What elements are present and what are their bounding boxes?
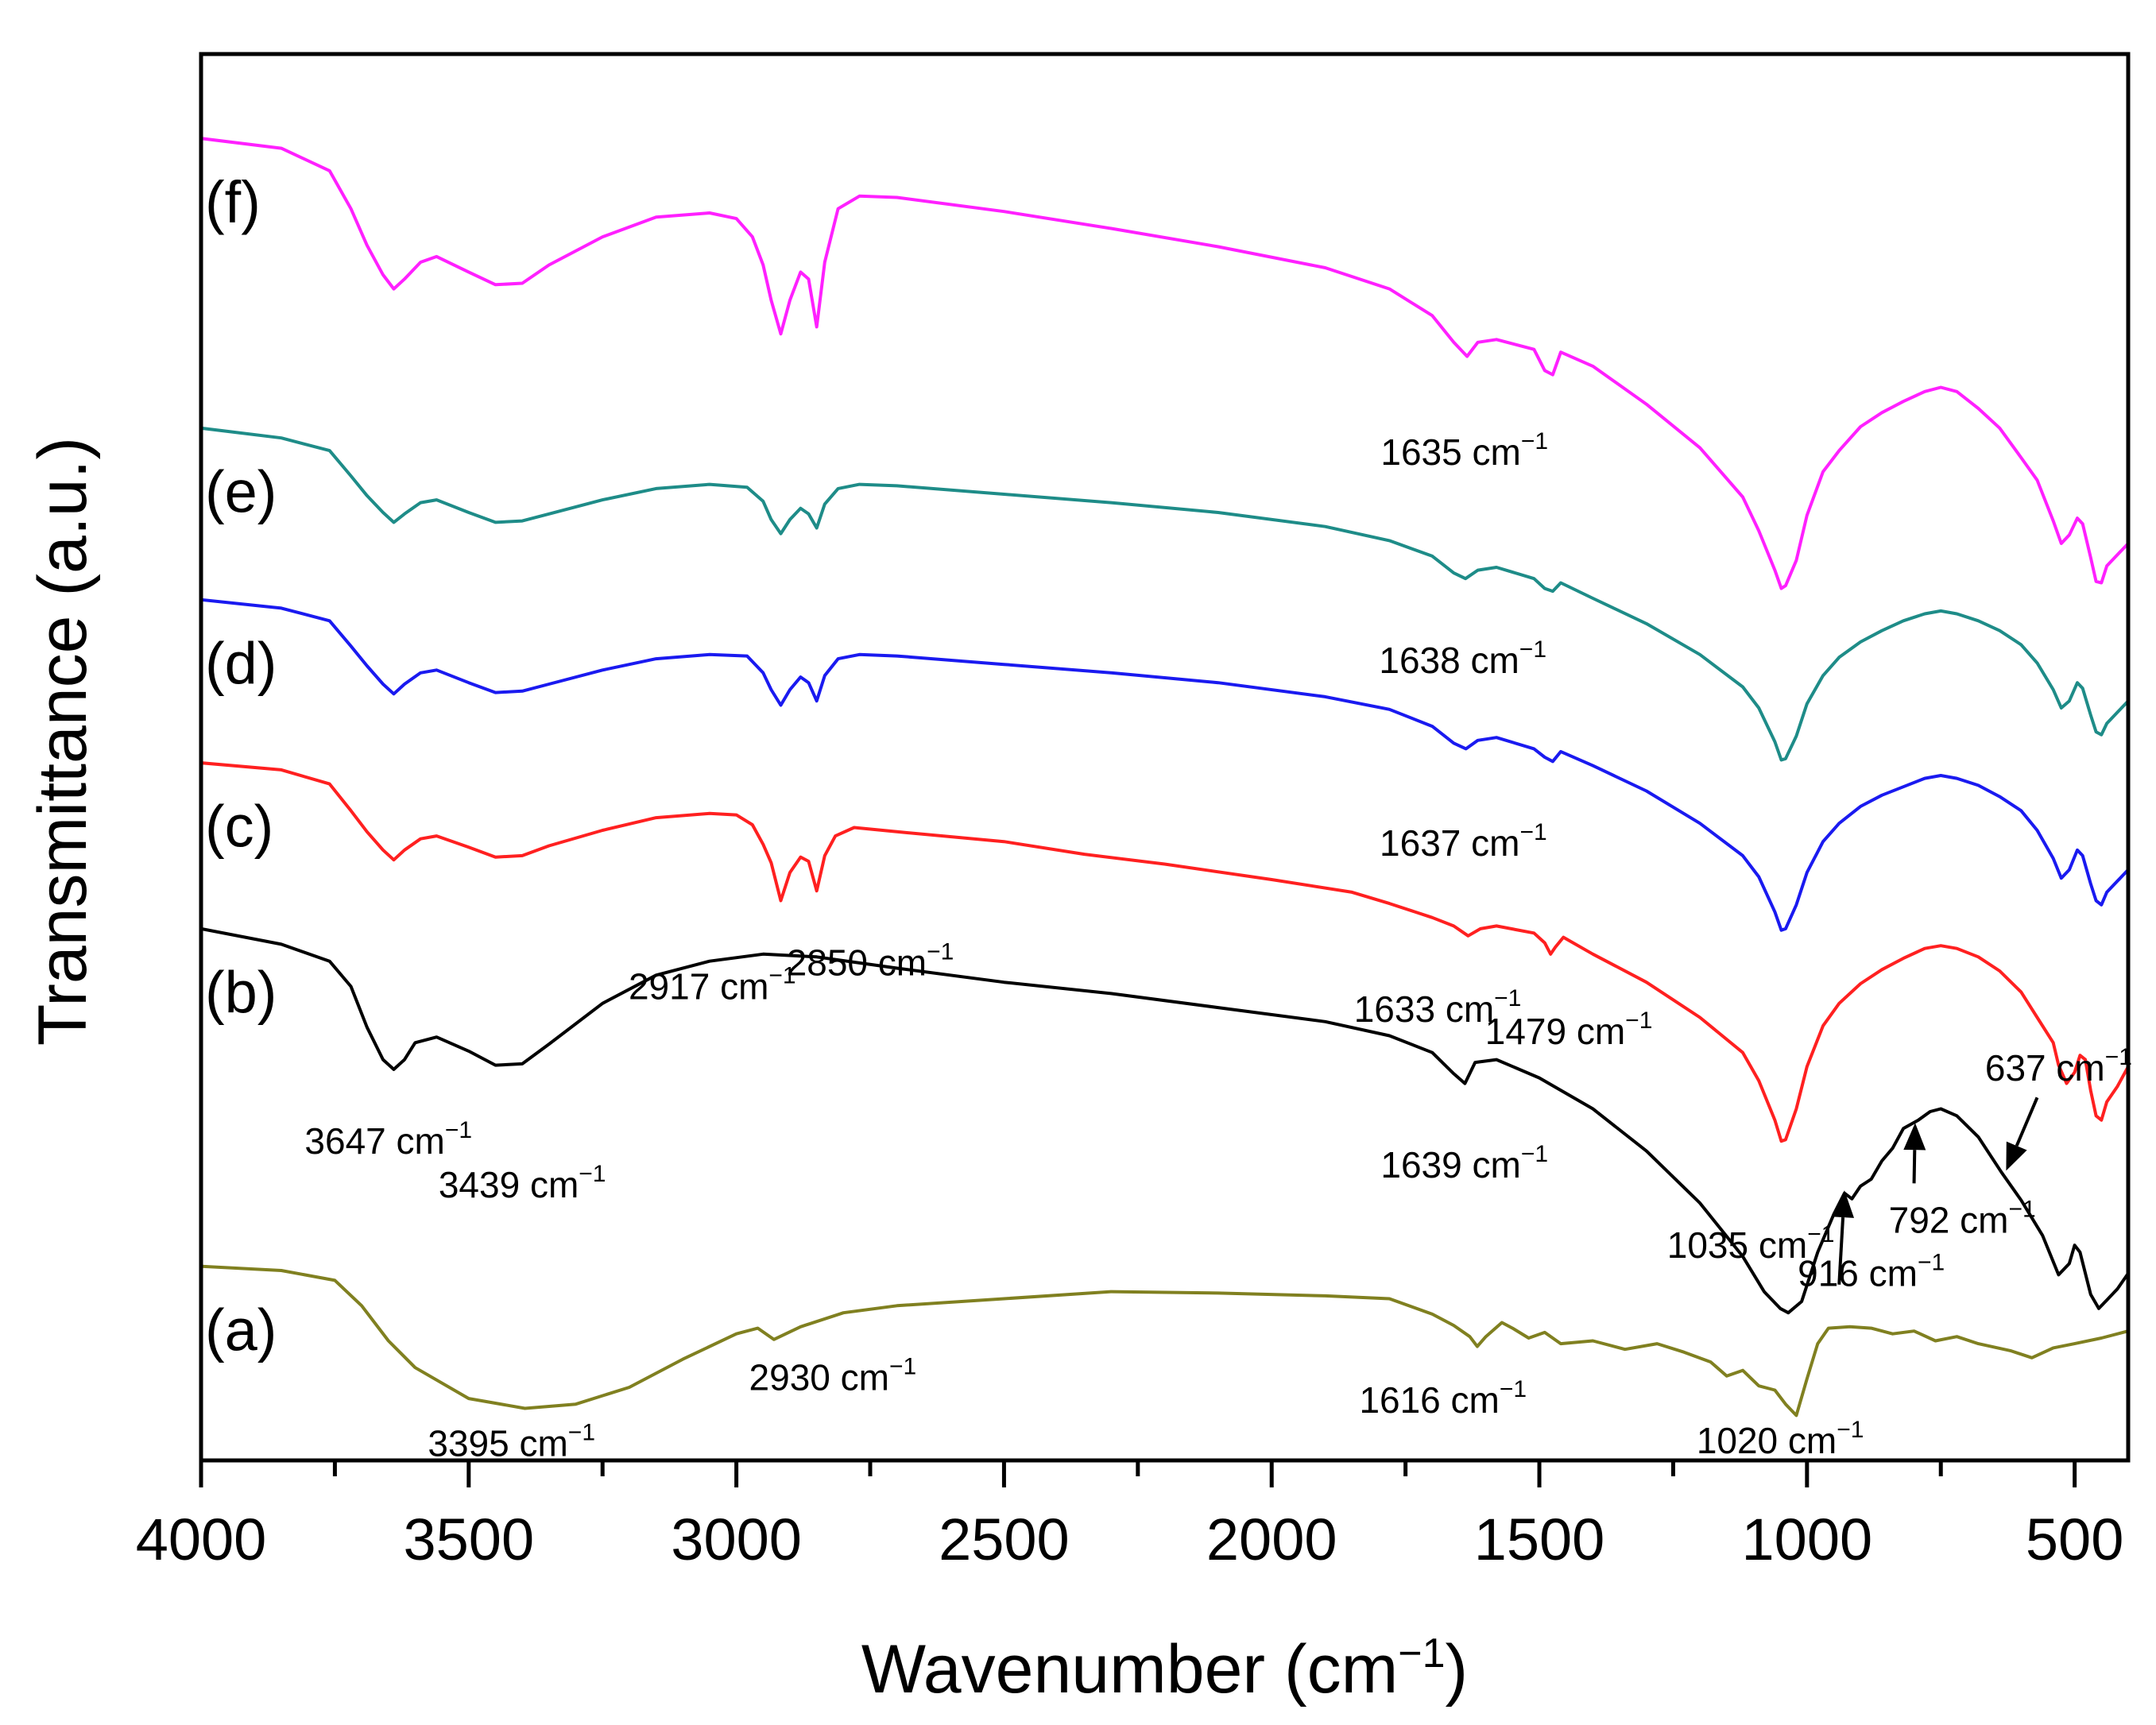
series-label-b: (b) (205, 960, 277, 1026)
peak-annotation: 1633 cm−1 (1354, 985, 1522, 1030)
series-line-e (200, 426, 2130, 762)
peak-annotation-value: 3439 cm (439, 1164, 579, 1205)
peak-annotation-sup: −1 (1519, 636, 1546, 663)
series-line-d (200, 598, 2130, 932)
peak-annotation-value: 637 cm (1985, 1047, 2105, 1089)
x-axis-ticks: 4000 3500 3000 2500 2000 1500 1000 500 (136, 1460, 2123, 1572)
peak-annotation: 1479 cm−1 (1485, 1008, 1653, 1052)
annotation-arrows (1832, 1096, 2039, 1285)
series-line-c (200, 761, 2130, 1143)
peak-annotation-value: 1035 cm (1667, 1224, 1807, 1266)
peak-annotation-sup: −1 (1807, 1221, 1834, 1247)
peak-annotation-value: 2917 cm (629, 965, 768, 1007)
series-label-c: (c) (205, 794, 273, 860)
peak-annotation-sup: −1 (2009, 1196, 2036, 1222)
x-axis-title-sup: −1 (1398, 1630, 1445, 1677)
x-tick-label: 3000 (671, 1506, 802, 1572)
peak-annotation-sup: −1 (927, 938, 954, 965)
peak-annotation-sup: −1 (889, 1354, 916, 1380)
arrow-shaft (1912, 1150, 1917, 1184)
peak-annotation: 1637 cm−1 (1380, 819, 1547, 864)
peak-annotation: 1638 cm−1 (1379, 636, 1546, 681)
peak-annotation-sup: −1 (1625, 1008, 1652, 1034)
peak-annotation: 3439 cm−1 (439, 1161, 606, 1205)
peak-annotation-value: 1639 cm (1380, 1144, 1520, 1185)
arrow-shaft (1837, 1216, 1845, 1285)
series-label-d: (d) (205, 630, 277, 696)
peak-annotation: 2930 cm−1 (749, 1354, 917, 1398)
peak-annotation: 2917 cm−1 (629, 962, 796, 1007)
plot-frame (199, 52, 2131, 1463)
arrow-head (1832, 1190, 1855, 1218)
x-tick-label: 2500 (939, 1506, 1070, 1572)
peak-annotation-value: 3647 cm (304, 1120, 444, 1162)
series-line-a (200, 1264, 2129, 1418)
x-tick-label: 2000 (1206, 1506, 1337, 1572)
peak-annotation: 637 cm−1 (1985, 1044, 2132, 1089)
peak-annotation-value: 916 cm (1798, 1253, 1918, 1294)
peak-annotation-value: 1638 cm (1379, 640, 1519, 681)
peak-annotation-sup: −1 (1521, 428, 1548, 454)
peak-annotation-value: 1020 cm (1697, 1420, 1837, 1461)
peak-annotation-value: 2850 cm (787, 942, 927, 983)
x-axis-title-main: Wavenumber (cm (861, 1631, 1398, 1708)
arrow-shaft (2015, 1096, 2039, 1147)
peak-annotation-value: 1633 cm (1354, 988, 1494, 1030)
peak-annotation: 792 cm−1 (1889, 1196, 2036, 1240)
peak-annotation-sup: −1 (445, 1117, 472, 1143)
peak-annotation-sup: −1 (1500, 1376, 1527, 1402)
peak-annotation: 1020 cm−1 (1697, 1417, 1864, 1461)
peak-annotation-sup: −1 (1521, 1141, 1548, 1167)
y-axis-title: Transmittance (a.u.) (25, 437, 101, 1046)
x-tick-label: 1000 (1742, 1506, 1873, 1572)
series-layer (200, 137, 2130, 1418)
x-tick-label: 500 (2026, 1506, 2123, 1572)
peak-annotation-value: 1635 cm (1380, 431, 1520, 473)
series-line-b (200, 926, 2130, 1315)
peak-annotation: 916 cm−1 (1798, 1250, 1945, 1294)
peak-annotation-sup: −1 (1918, 1250, 1945, 1276)
peak-annotation-value: 792 cm (1889, 1199, 2009, 1240)
series-labels: (a) (b) (c) (d) (e) (f) (205, 169, 277, 1363)
peak-annotation-sup: −1 (568, 1420, 595, 1446)
series-label-e: (e) (205, 458, 277, 524)
peak-annotation: 2850 cm−1 (787, 938, 954, 983)
x-tick-label: 3500 (403, 1506, 534, 1572)
arrow-head (1903, 1123, 1926, 1151)
arrow-head (2006, 1141, 2027, 1171)
x-axis-title-end: ) (1446, 1631, 1469, 1708)
peak-annotation: 1639 cm−1 (1380, 1141, 1548, 1185)
peak-annotation-value: 1479 cm (1485, 1011, 1625, 1052)
peak-annotation: 1035 cm−1 (1667, 1221, 1835, 1266)
peak-annotation-sup: −1 (2105, 1044, 2132, 1070)
peak-annotation-sup: −1 (1494, 985, 1521, 1011)
peak-annotation-value: 2930 cm (749, 1357, 889, 1398)
peak-annotation-value: 1616 cm (1359, 1379, 1499, 1421)
peak-annotation: 1616 cm−1 (1359, 1376, 1527, 1421)
peak-annotation: 3395 cm−1 (428, 1420, 595, 1464)
peak-annotation: 1635 cm−1 (1380, 428, 1548, 473)
x-tick-label: 1500 (1474, 1506, 1605, 1572)
peak-annotation-value: 1637 cm (1380, 822, 1519, 864)
peak-annotation-value: 3395 cm (428, 1423, 567, 1464)
x-axis-title: Wavenumber (cm−1) (861, 1630, 1468, 1708)
x-tick-label: 4000 (136, 1506, 267, 1572)
peak-annotation-sup: −1 (768, 962, 795, 988)
peak-annotation-sup: −1 (1519, 819, 1546, 845)
peak-annotation: 3647 cm−1 (304, 1117, 472, 1162)
series-line-f (200, 137, 2130, 590)
peak-annotation-sup: −1 (1837, 1417, 1864, 1443)
series-label-a: (a) (205, 1297, 277, 1363)
peak-annotation-sup: −1 (579, 1161, 606, 1187)
series-label-f: (f) (205, 169, 261, 235)
